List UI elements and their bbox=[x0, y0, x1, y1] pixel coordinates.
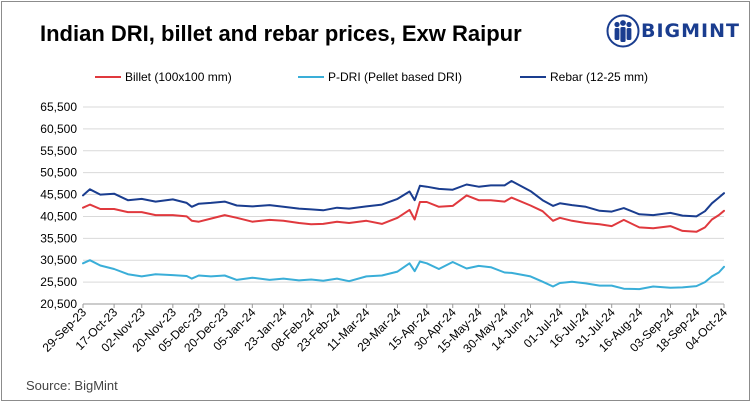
legend-item-pdri: P-DRI (Pellet based DRI) bbox=[298, 70, 462, 84]
source-note: Source: BigMint bbox=[26, 378, 118, 393]
legend-swatch-pdri bbox=[298, 76, 324, 78]
y-tick-label: 40,500 bbox=[40, 209, 77, 223]
y-tick-label: 20,500 bbox=[40, 297, 77, 311]
y-tick-label: 55,500 bbox=[40, 144, 77, 158]
chart-title: Indian DRI, billet and rebar prices, Exw… bbox=[40, 21, 522, 46]
legend-swatch-billet bbox=[95, 76, 121, 78]
y-tick-label: 60,500 bbox=[40, 122, 77, 136]
y-tick-label: 45,500 bbox=[40, 188, 77, 202]
series-line-billet bbox=[82, 194, 725, 233]
logo-wordmark: BIGMINT bbox=[641, 20, 740, 42]
legend-swatch-rebar bbox=[520, 76, 546, 78]
bigmint-logo: BIGMINT bbox=[606, 14, 741, 48]
y-tick-label: 25,500 bbox=[40, 275, 77, 289]
legend-label-pdri: P-DRI (Pellet based DRI) bbox=[328, 70, 463, 84]
legend-item-rebar: Rebar (12-25 mm) bbox=[520, 70, 648, 84]
y-tick-label: 50,500 bbox=[40, 166, 77, 180]
legend-item-billet: Billet (100x100 mm) bbox=[95, 70, 232, 84]
legend-label-rebar: Rebar (12-25 mm) bbox=[550, 70, 649, 84]
people-logo-icon bbox=[606, 14, 640, 48]
y-tick-label: 65,500 bbox=[40, 100, 77, 114]
legend-label-billet: Billet (100x100 mm) bbox=[125, 70, 232, 84]
y-tick-label: 30,500 bbox=[40, 253, 77, 267]
series-line-rebar bbox=[82, 180, 725, 218]
series-line-pdri bbox=[82, 259, 725, 291]
y-tick-label: 35,500 bbox=[40, 231, 77, 245]
